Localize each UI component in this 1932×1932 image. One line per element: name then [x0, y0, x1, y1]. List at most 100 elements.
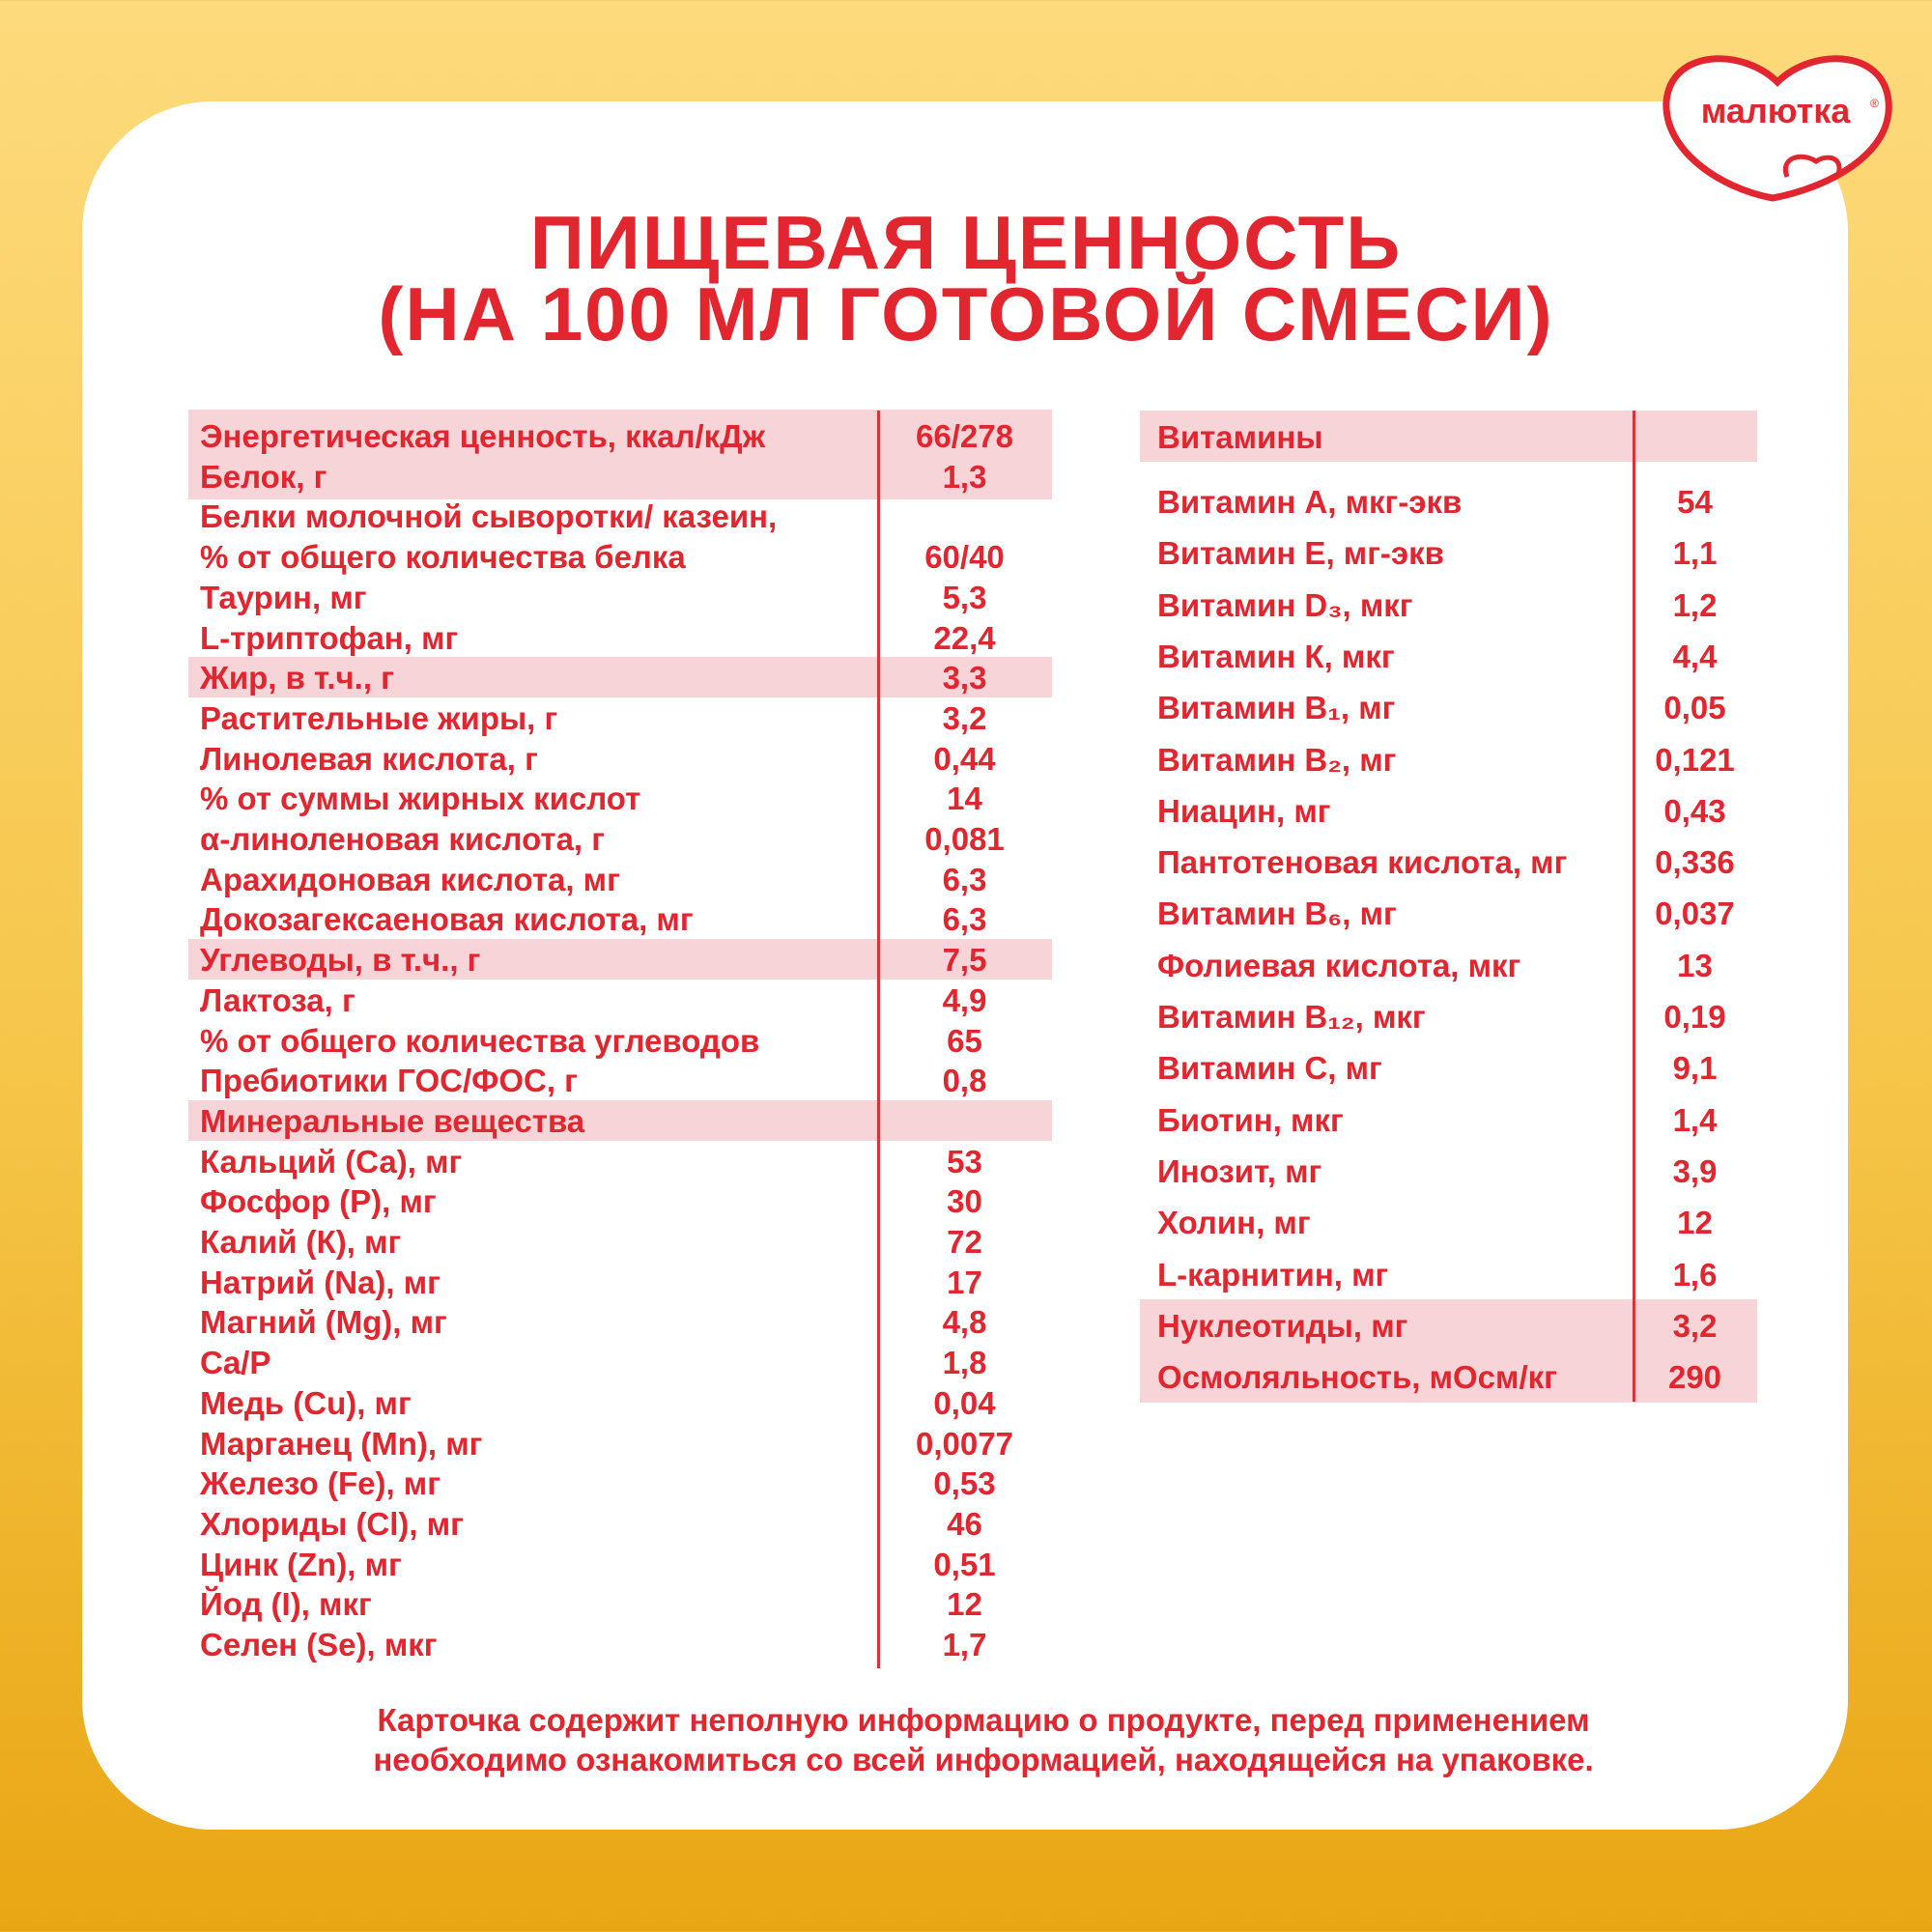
highlight-band — [1140, 1350, 1757, 1404]
nutrient-value: 0,53 — [933, 1465, 996, 1502]
vitamin-value: 3,2 — [1672, 1307, 1718, 1344]
vitamin-label: Витамин В₆, мг — [1157, 895, 1397, 932]
nutrient-label: Хлориды (Cl), мг — [200, 1505, 464, 1542]
vitamin-value: 54 — [1677, 484, 1713, 520]
svg-text:малютка: малютка — [1701, 91, 1852, 130]
nutrient-label: Белок, г — [200, 458, 327, 495]
vitamin-value: 0,336 — [1655, 844, 1735, 881]
vitamin-label: Витамин С, мг — [1157, 1050, 1382, 1087]
highlight-band — [188, 1099, 1052, 1141]
vitamin-value: 0,037 — [1655, 895, 1735, 932]
nutrient-label: α-линоленовая кислота, г — [200, 821, 606, 857]
vitamin-value: 3,9 — [1672, 1152, 1718, 1189]
nutrient-value: 30 — [947, 1183, 982, 1220]
title-line1: ПИЩЕВАЯ ЦЕННОСТЬ — [529, 200, 1403, 285]
nutrient-value: 0,04 — [933, 1384, 996, 1421]
highlight-band — [188, 455, 1052, 500]
nutrient-label: % от общего количества углеводов — [200, 1022, 760, 1059]
nutrient-label: Кальций (Са), мг — [200, 1143, 463, 1179]
nutrient-label: L-триптофан, мг — [200, 619, 459, 656]
vitamin-label: Витамин D₃, мкг — [1157, 586, 1413, 623]
nutrient-value: 0,51 — [933, 1546, 996, 1582]
nutrient-label: Растительные жиры, г — [200, 699, 558, 736]
vitamin-label: Осмоляльность, мОсм/кг — [1157, 1359, 1557, 1396]
highlight-band — [188, 939, 1052, 980]
nutrient-label: Таурин, мг — [200, 579, 367, 615]
nutrient-value: 14 — [947, 781, 982, 817]
vitamin-label: Ниацин, мг — [1157, 792, 1331, 829]
nutrient-value: 0,44 — [933, 740, 996, 777]
vitamin-value: 9,1 — [1672, 1050, 1718, 1087]
nutrient-value: 72 — [947, 1224, 982, 1260]
vitamin-label: L-карнитин, мг — [1157, 1256, 1389, 1293]
nutrient-label: Калий (К), мг — [200, 1224, 402, 1260]
nutrient-value: 0,0077 — [916, 1425, 1013, 1462]
vitamin-label: Витамин В₁₂, мкг — [1157, 999, 1426, 1035]
nutrient-value: 66/278 — [916, 418, 1013, 454]
vitamin-value: 0,121 — [1655, 741, 1735, 778]
nutrient-value: 4,8 — [942, 1304, 987, 1341]
nutrient-value: 1,3 — [942, 458, 987, 495]
nutrient-label: Медь (Cu), мг — [200, 1384, 412, 1421]
nutrient-label: Жир, в т.ч., г — [200, 660, 394, 696]
nutrient-value: 60/40 — [924, 539, 1005, 576]
nutrient-value: 0,8 — [942, 1063, 987, 1099]
nutrient-label: Железо (Fe), мг — [200, 1465, 440, 1502]
vitamin-value: 1,2 — [1672, 586, 1718, 623]
vitamin-label: Витамин А, мкг-экв — [1157, 484, 1463, 520]
vitamin-value: 0,05 — [1663, 690, 1726, 726]
nutrient-value: 6,3 — [942, 901, 987, 938]
vitamin-label: Нуклеотиды, мг — [1157, 1307, 1408, 1344]
vitamins-header: Витамины — [1157, 419, 1323, 455]
nutrient-value: 3,2 — [942, 699, 987, 736]
vitamin-value: 4,4 — [1672, 638, 1718, 674]
vitamin-label: Витамин Е, мг-экв — [1157, 535, 1444, 572]
nutrient-value: 3,3 — [942, 660, 987, 696]
nutrient-label: % от суммы жирных кислот — [200, 781, 641, 817]
vitamin-value: 13 — [1677, 947, 1713, 983]
nutrient-value: 1,7 — [942, 1627, 987, 1662]
nutrient-label: Белки молочной сыворотки/ казеин, — [200, 498, 778, 535]
vitamin-label: Холин, мг — [1157, 1205, 1311, 1241]
title-line2: (НА 100 МЛ ГОТОВОЙ СМЕСИ) — [378, 271, 1554, 356]
column-divider — [877, 411, 880, 1668]
nutrient-label: Пребиотики ГОС/ФОС, г — [200, 1063, 578, 1099]
vitamin-label: Витамин К, мкг — [1157, 638, 1395, 674]
malyutka-logo: малютка ® — [1662, 55, 1892, 202]
nutrient-label: Марганец (Mn), мг — [200, 1425, 483, 1462]
vitamin-value: 1,6 — [1672, 1256, 1718, 1293]
vitamin-value: 290 — [1667, 1359, 1722, 1396]
nutrient-label: Минеральные вещества — [200, 1102, 585, 1139]
header-band — [1140, 411, 1757, 462]
nutrient-value: 0,081 — [924, 821, 1005, 857]
highlight-band — [1140, 1298, 1757, 1352]
vitamin-label: Витамин В₂, мг — [1157, 741, 1397, 778]
vitamin-label: Фолиевая кислота, мкг — [1157, 947, 1521, 983]
disclaimer-line2: необходимо ознакомиться со всей информац… — [373, 1742, 1594, 1777]
vitamin-value: 1,1 — [1672, 535, 1718, 572]
nutrient-value: 53 — [947, 1143, 982, 1179]
nutrient-value: 6,3 — [942, 861, 987, 897]
nutrient-label: Энергетическая ценность, ккал/кДж — [200, 418, 766, 454]
nutrient-value: 1,8 — [942, 1345, 987, 1381]
vitamin-value: 0,43 — [1663, 792, 1726, 829]
nutrient-value: 65 — [947, 1022, 982, 1059]
vitamin-label: Витамин В₁, мг — [1157, 690, 1396, 726]
nutrient-label: Цинк (Zn), мг — [200, 1546, 402, 1582]
nutrient-label: Ca/P — [200, 1345, 271, 1381]
nutrient-value: 5,3 — [942, 579, 987, 615]
svg-text:®: ® — [1870, 97, 1879, 110]
nutrient-value: 46 — [947, 1505, 982, 1542]
nutrient-label: Арахидоновая кислота, мг — [200, 861, 620, 897]
nutrient-value: 22,4 — [933, 619, 996, 656]
nutrient-label: Магний (Mg), мг — [200, 1304, 447, 1341]
nutrient-label: Лактоза, г — [200, 981, 355, 1018]
nutrient-label: Линолевая кислота, г — [200, 740, 538, 777]
nutrient-label: Селен (Se), мкг — [200, 1627, 438, 1662]
nutrient-value: 12 — [947, 1586, 982, 1623]
highlight-band — [188, 410, 1052, 456]
highlight-band — [188, 657, 1052, 697]
vitamin-value: 0,19 — [1663, 999, 1726, 1035]
vitamin-value: 1,4 — [1672, 1101, 1718, 1138]
nutrient-label: Докозагексаеновая кислота, мг — [200, 901, 694, 938]
